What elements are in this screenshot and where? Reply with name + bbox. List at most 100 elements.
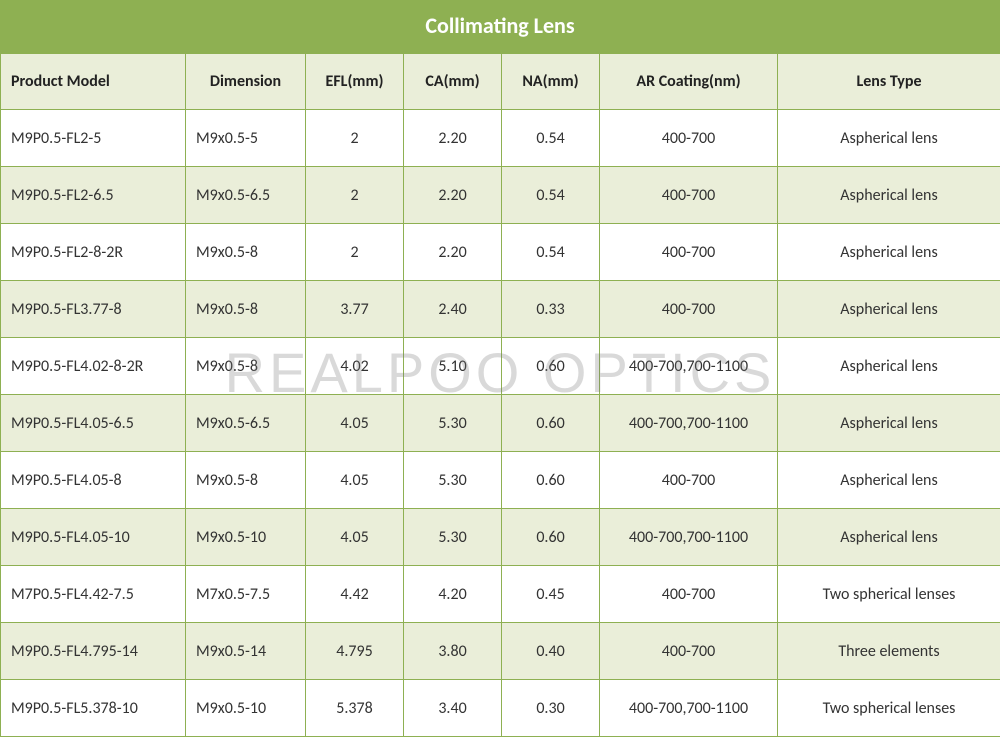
cell-ar: 400-700 [600, 623, 778, 680]
cell-type: Two spherical lenses [778, 566, 1000, 623]
cell-dimension: M9x0.5-8 [186, 338, 306, 395]
cell-efl: 4.795 [306, 623, 404, 680]
cell-model: M9P0.5-FL2-5 [1, 110, 186, 167]
cell-type: Three elements [778, 623, 1000, 680]
cell-efl: 2 [306, 110, 404, 167]
cell-dimension: M9x0.5-10 [186, 680, 306, 737]
cell-ca: 2.20 [404, 110, 502, 167]
cell-dimension: M9x0.5-10 [186, 509, 306, 566]
table-row: M9P0.5-FL5.378-10M9x0.5-105.3783.400.304… [1, 680, 1000, 737]
cell-type: Aspherical lens [778, 281, 1000, 338]
col-header-model: Product Model [1, 54, 186, 110]
cell-efl: 4.02 [306, 338, 404, 395]
cell-dimension: M9x0.5-6.5 [186, 395, 306, 452]
cell-na: 0.60 [502, 395, 600, 452]
col-header-type: Lens Type [778, 54, 1000, 110]
cell-ar: 400-700,700-1100 [600, 395, 778, 452]
cell-efl: 2 [306, 224, 404, 281]
cell-ca: 3.80 [404, 623, 502, 680]
cell-ar: 400-700 [600, 224, 778, 281]
cell-na: 0.54 [502, 224, 600, 281]
cell-type: Aspherical lens [778, 452, 1000, 509]
cell-na: 0.60 [502, 338, 600, 395]
cell-na: 0.30 [502, 680, 600, 737]
cell-type: Aspherical lens [778, 338, 1000, 395]
cell-ca: 5.30 [404, 395, 502, 452]
table-row: M7P0.5-FL4.42-7.5M7x0.5-7.54.424.200.454… [1, 566, 1000, 623]
cell-efl: 4.05 [306, 509, 404, 566]
table-row: M9P0.5-FL4.02-8-2RM9x0.5-84.025.100.6040… [1, 338, 1000, 395]
cell-dimension: M9x0.5-8 [186, 224, 306, 281]
cell-model: M9P0.5-FL4.02-8-2R [1, 338, 186, 395]
cell-ca: 2.20 [404, 167, 502, 224]
cell-type: Aspherical lens [778, 224, 1000, 281]
cell-type: Two spherical lenses [778, 680, 1000, 737]
cell-model: M9P0.5-FL5.378-10 [1, 680, 186, 737]
cell-model: M9P0.5-FL4.05-6.5 [1, 395, 186, 452]
cell-na: 0.54 [502, 167, 600, 224]
cell-ca: 5.10 [404, 338, 502, 395]
cell-type: Aspherical lens [778, 509, 1000, 566]
cell-model: M9P0.5-FL4.05-10 [1, 509, 186, 566]
cell-efl: 5.378 [306, 680, 404, 737]
cell-ar: 400-700 [600, 452, 778, 509]
cell-ar: 400-700 [600, 566, 778, 623]
table-header-row: Product Model Dimension EFL(mm) CA(mm) N… [1, 54, 1000, 110]
cell-na: 0.54 [502, 110, 600, 167]
cell-na: 0.60 [502, 509, 600, 566]
cell-ca: 4.20 [404, 566, 502, 623]
col-header-dimension: Dimension [186, 54, 306, 110]
table-title: Collimating Lens [0, 0, 1000, 53]
table-row: M9P0.5-FL3.77-8M9x0.5-83.772.400.33400-7… [1, 281, 1000, 338]
cell-efl: 4.05 [306, 395, 404, 452]
col-header-efl: EFL(mm) [306, 54, 404, 110]
cell-dimension: M7x0.5-7.5 [186, 566, 306, 623]
cell-ar: 400-700,700-1100 [600, 338, 778, 395]
cell-type: Aspherical lens [778, 395, 1000, 452]
cell-dimension: M9x0.5-8 [186, 452, 306, 509]
cell-type: Aspherical lens [778, 167, 1000, 224]
cell-efl: 4.42 [306, 566, 404, 623]
cell-model: M9P0.5-FL2-6.5 [1, 167, 186, 224]
cell-efl: 4.05 [306, 452, 404, 509]
cell-ca: 2.20 [404, 224, 502, 281]
page-wrap: Collimating Lens Product Model Dimension… [0, 0, 1000, 744]
col-header-ca: CA(mm) [404, 54, 502, 110]
table-row: M9P0.5-FL4.05-10M9x0.5-104.055.300.60400… [1, 509, 1000, 566]
cell-ca: 5.30 [404, 509, 502, 566]
table-row: M9P0.5-FL4.795-14M9x0.5-144.7953.800.404… [1, 623, 1000, 680]
col-header-na: NA(mm) [502, 54, 600, 110]
cell-na: 0.60 [502, 452, 600, 509]
cell-ar: 400-700 [600, 167, 778, 224]
cell-efl: 3.77 [306, 281, 404, 338]
cell-model: M9P0.5-FL4.795-14 [1, 623, 186, 680]
lens-table: Product Model Dimension EFL(mm) CA(mm) N… [0, 53, 1000, 737]
cell-dimension: M9x0.5-6.5 [186, 167, 306, 224]
table-row: M9P0.5-FL4.05-8M9x0.5-84.055.300.60400-7… [1, 452, 1000, 509]
table-row: M9P0.5-FL4.05-6.5M9x0.5-6.54.055.300.604… [1, 395, 1000, 452]
cell-model: M9P0.5-FL3.77-8 [1, 281, 186, 338]
table-body: M9P0.5-FL2-5M9x0.5-522.200.54400-700Asph… [1, 110, 1000, 737]
cell-ar: 400-700,700-1100 [600, 509, 778, 566]
cell-ca: 2.40 [404, 281, 502, 338]
cell-dimension: M9x0.5-5 [186, 110, 306, 167]
cell-na: 0.45 [502, 566, 600, 623]
table-row: M9P0.5-FL2-6.5M9x0.5-6.522.200.54400-700… [1, 167, 1000, 224]
table-row: M9P0.5-FL2-5M9x0.5-522.200.54400-700Asph… [1, 110, 1000, 167]
cell-ca: 3.40 [404, 680, 502, 737]
cell-ar: 400-700 [600, 281, 778, 338]
cell-efl: 2 [306, 167, 404, 224]
cell-ca: 5.30 [404, 452, 502, 509]
cell-ar: 400-700,700-1100 [600, 680, 778, 737]
cell-model: M7P0.5-FL4.42-7.5 [1, 566, 186, 623]
cell-dimension: M9x0.5-8 [186, 281, 306, 338]
cell-model: M9P0.5-FL4.05-8 [1, 452, 186, 509]
col-header-ar: AR Coating(nm) [600, 54, 778, 110]
cell-na: 0.40 [502, 623, 600, 680]
cell-dimension: M9x0.5-14 [186, 623, 306, 680]
cell-na: 0.33 [502, 281, 600, 338]
cell-model: M9P0.5-FL2-8-2R [1, 224, 186, 281]
table-row: M9P0.5-FL2-8-2RM9x0.5-822.200.54400-700A… [1, 224, 1000, 281]
cell-ar: 400-700 [600, 110, 778, 167]
cell-type: Aspherical lens [778, 110, 1000, 167]
